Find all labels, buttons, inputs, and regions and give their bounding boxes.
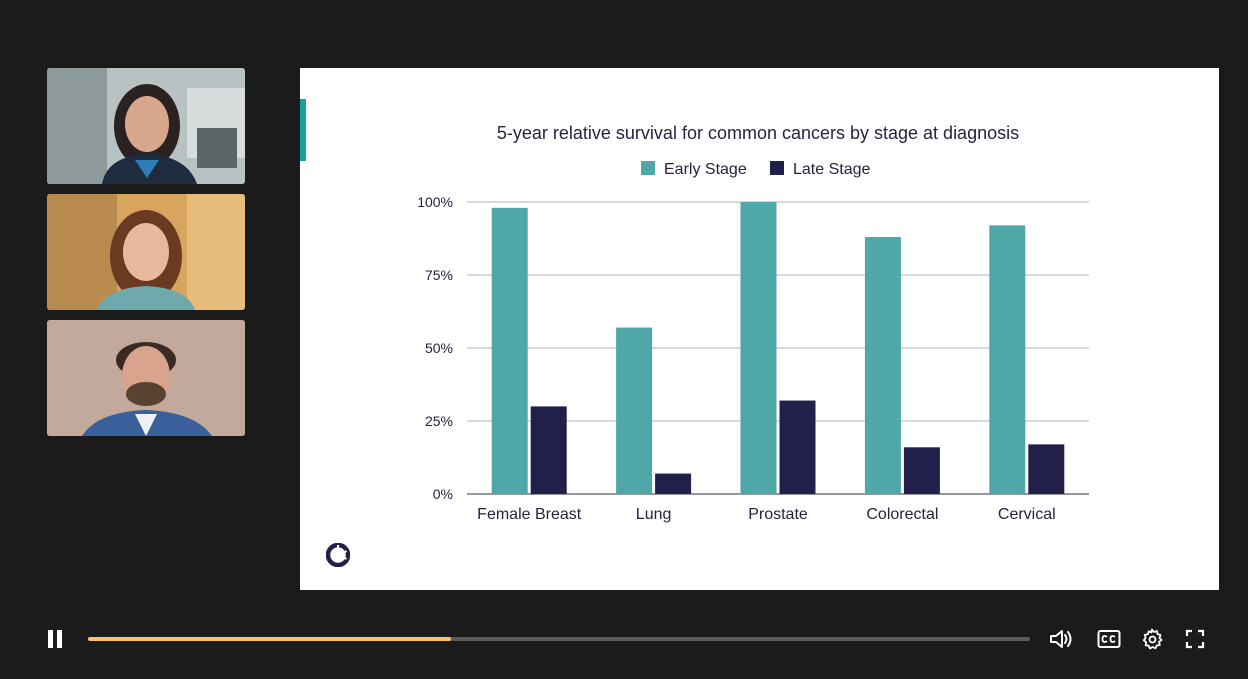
bar-chart: 5-year relative survival for common canc…: [417, 123, 1089, 523]
progress-bar[interactable]: [88, 637, 1030, 641]
bar-early-stage-2: [616, 327, 653, 494]
bar-early-stage-3: [740, 202, 777, 494]
volume-button[interactable]: [1048, 624, 1076, 654]
player-controls: [0, 610, 1248, 670]
volume-icon: [1050, 630, 1072, 648]
fullscreen-button[interactable]: [1181, 624, 1209, 654]
legend-label-1: Early Stage: [664, 161, 747, 178]
settings-button[interactable]: [1138, 624, 1166, 654]
y-tick-label: 0%: [433, 486, 453, 502]
bar-late-stage-5: [1028, 444, 1065, 494]
participant-video-2: [47, 194, 245, 310]
bar-late-stage-2: [655, 473, 692, 494]
bar-early-stage-1: [491, 207, 528, 494]
closed-captions-icon: [1097, 630, 1121, 648]
x-tick-label: Colorectal: [866, 506, 938, 523]
x-tick-label: Prostate: [748, 506, 808, 523]
participant-video-tile-2[interactable]: [47, 194, 245, 310]
progress-fill: [88, 637, 451, 641]
participant-video-tile-3[interactable]: [47, 320, 245, 436]
bar-early-stage-4: [864, 237, 901, 495]
pause-icon: [48, 630, 62, 648]
participant-video-3: [47, 320, 245, 436]
chart-legend: Early Stage Late Stage: [641, 161, 871, 178]
chart-title: 5-year relative survival for common canc…: [497, 123, 1019, 143]
participant-video-1: [47, 68, 245, 184]
x-tick-label: Female Breast: [477, 506, 582, 523]
y-tick-label: 25%: [425, 413, 453, 429]
bar-late-stage-3: [779, 400, 816, 494]
participant-video-tile-1[interactable]: [47, 68, 245, 184]
x-axis: Female Breast Lung Prostate Colorectal Cervi…: [477, 506, 1056, 523]
company-logo: [326, 543, 350, 567]
presentation-slide: 5-year relative survival for common canc…: [300, 68, 1219, 590]
captions-button[interactable]: [1095, 624, 1123, 654]
legend-label-2: Late Stage: [793, 161, 871, 178]
legend-swatch-1: [641, 161, 655, 175]
legend-swatch-2: [770, 161, 784, 175]
fullscreen-icon: [1185, 629, 1205, 649]
chart-grid: [467, 201, 1089, 495]
y-tick-label: 75%: [425, 267, 453, 283]
bar-early-stage-5: [989, 225, 1026, 495]
bar-late-stage-4: [903, 447, 940, 494]
y-axis: 0% 25% 50% 75% 100%: [417, 194, 453, 502]
y-tick-label: 100%: [417, 194, 453, 210]
chart-bars: [491, 202, 1065, 495]
y-tick-label: 50%: [425, 340, 453, 356]
slide-accent-bar: [300, 99, 306, 161]
x-tick-label: Lung: [636, 506, 672, 523]
pause-button[interactable]: [42, 624, 68, 654]
bar-late-stage-1: [530, 406, 567, 494]
gear-icon: [1142, 628, 1163, 650]
x-tick-label: Cervical: [998, 506, 1056, 523]
